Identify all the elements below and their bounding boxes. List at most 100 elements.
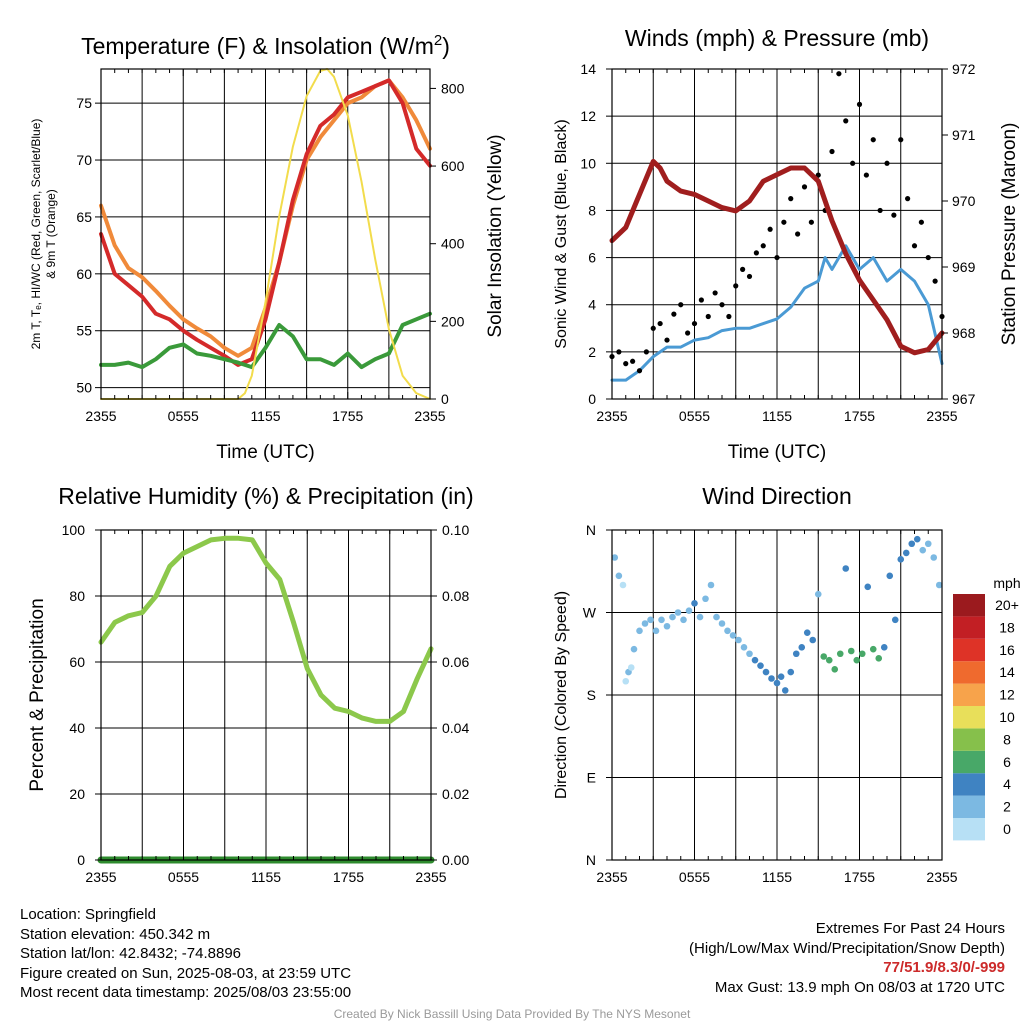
- max-gust-text: Max Gust: 13.9 mph On 08/03 at 1720 UTC: [714, 978, 1005, 996]
- colorbar-swatch: [953, 638, 985, 662]
- recent-data-text: Most recent data timestamp: 2025/08/03 2…: [20, 984, 352, 1001]
- gust-point: [650, 325, 656, 331]
- gust-point: [705, 313, 711, 320]
- gust-point: [691, 320, 698, 327]
- gust-point: [891, 212, 897, 218]
- y-tick-label: 2: [588, 344, 596, 360]
- gust-point: [698, 297, 704, 303]
- gust-point: [795, 231, 801, 237]
- gust-point: [911, 243, 918, 249]
- direction-point: [809, 636, 817, 644]
- direction-point: [691, 600, 698, 607]
- gust-point: [671, 311, 677, 317]
- colorbar-label: 10: [999, 709, 1015, 725]
- y2-tick-label: 0.04: [442, 720, 469, 736]
- extremes-info: Extremes For Past 24 Hours (High/Low/Max…: [689, 919, 1005, 997]
- gust-point: [616, 349, 622, 355]
- gust-point: [767, 226, 773, 232]
- panel-title: Temperature (F) & Insolation (W/m2): [81, 32, 450, 59]
- y2-tick-label: 0.00: [442, 852, 469, 868]
- direction-point: [707, 581, 715, 589]
- direction-point: [935, 581, 943, 589]
- y-axis-label-line1: 2m T, Tₑ, HI/WC (Red, Green, Scarlet/Blu…: [29, 119, 43, 350]
- x-tick-label: 2355: [414, 408, 445, 424]
- gust-point: [801, 184, 808, 190]
- colorbar-swatch: [953, 616, 985, 639]
- x-tick-label: 1155: [762, 869, 792, 885]
- direction-point: [641, 620, 649, 627]
- colorbar-label: 12: [999, 687, 1015, 703]
- direction-point: [908, 540, 916, 548]
- gust-point: [856, 101, 863, 107]
- gust-point: [850, 160, 856, 166]
- y2-tick-label: 600: [441, 158, 465, 174]
- gust-point: [657, 320, 663, 327]
- pressure-line: [609, 158, 945, 356]
- gust-point: [746, 273, 753, 280]
- gust-point: [925, 254, 931, 261]
- y-tick-label: N: [586, 852, 596, 868]
- y-tick-label: 75: [76, 95, 92, 111]
- elevation-text: Station elevation: 450.342 m: [20, 925, 211, 943]
- y-tick-label: S: [587, 687, 596, 703]
- direction-point: [836, 650, 844, 658]
- gust-point: [643, 349, 649, 355]
- colorbar-swatch: [953, 773, 985, 796]
- direction-point: [658, 616, 665, 624]
- x-tick-label: 1755: [844, 408, 875, 424]
- x-tick-label: 2355: [596, 869, 627, 885]
- y-tick-label: 8: [588, 202, 596, 218]
- direction-point: [842, 565, 850, 572]
- x-tick-label: 1155: [762, 408, 792, 424]
- gust-point: [829, 148, 835, 155]
- direction-point: [685, 607, 693, 614]
- colorbar-swatch: [953, 750, 985, 774]
- y2-tick-label: 969: [952, 259, 976, 275]
- direction-point: [622, 677, 630, 685]
- extremes-values: 77/51.9/8.3/0/-999: [883, 959, 1005, 976]
- colorbar-label: 8: [1003, 731, 1011, 747]
- y-tick-label: 10: [580, 155, 596, 171]
- direction-point: [798, 644, 806, 651]
- direction-point: [902, 549, 910, 557]
- credit-text: Created By Nick Bassill Using Data Provi…: [333, 1007, 691, 1021]
- x-tick-label: 0555: [679, 869, 710, 885]
- colorbar-label: 14: [999, 664, 1015, 680]
- direction-point: [729, 632, 737, 639]
- colorbar-swatch: [953, 795, 985, 818]
- direction-point: [735, 636, 742, 644]
- x-tick-label: 1755: [333, 869, 364, 885]
- y2-tick-label: 400: [441, 236, 465, 252]
- direction-point: [674, 609, 682, 616]
- colorbar-swatch: [953, 661, 985, 684]
- direction-point: [913, 535, 921, 543]
- y-axis-label: Direction (Colored By Speed): [553, 591, 570, 799]
- panel-title: Relative Humidity (%) & Precipitation (i…: [58, 483, 473, 509]
- location-text: Location: Springfield: [20, 906, 156, 923]
- direction-point: [647, 616, 654, 624]
- gust-point: [884, 160, 890, 166]
- x-tick-label: 1755: [844, 869, 875, 885]
- colorbar-label: 16: [999, 642, 1015, 658]
- y2-tick-label: 971: [952, 127, 976, 143]
- gust-point: [623, 361, 629, 367]
- colorbar-label: 2: [1003, 799, 1011, 815]
- gust-point: [719, 302, 725, 308]
- gust-point: [815, 172, 821, 178]
- y-tick-label: 40: [69, 720, 85, 736]
- panel-title-close: ): [442, 33, 450, 59]
- y2-tick-label: 0.10: [442, 522, 469, 538]
- direction-point: [820, 653, 828, 660]
- y-tick-label: 6: [588, 250, 596, 266]
- direction-point: [619, 581, 627, 589]
- direction-point: [891, 616, 899, 624]
- x-tick-label: 0555: [168, 408, 199, 424]
- colorbar-label: 20+: [995, 597, 1019, 613]
- y2-tick-label: 970: [952, 193, 976, 209]
- y-tick-label: E: [587, 770, 596, 786]
- direction-point: [924, 540, 932, 548]
- x-tick-label: 2355: [926, 869, 957, 885]
- direction-point: [762, 668, 770, 676]
- direction-point: [847, 647, 855, 655]
- gust-point: [918, 219, 924, 225]
